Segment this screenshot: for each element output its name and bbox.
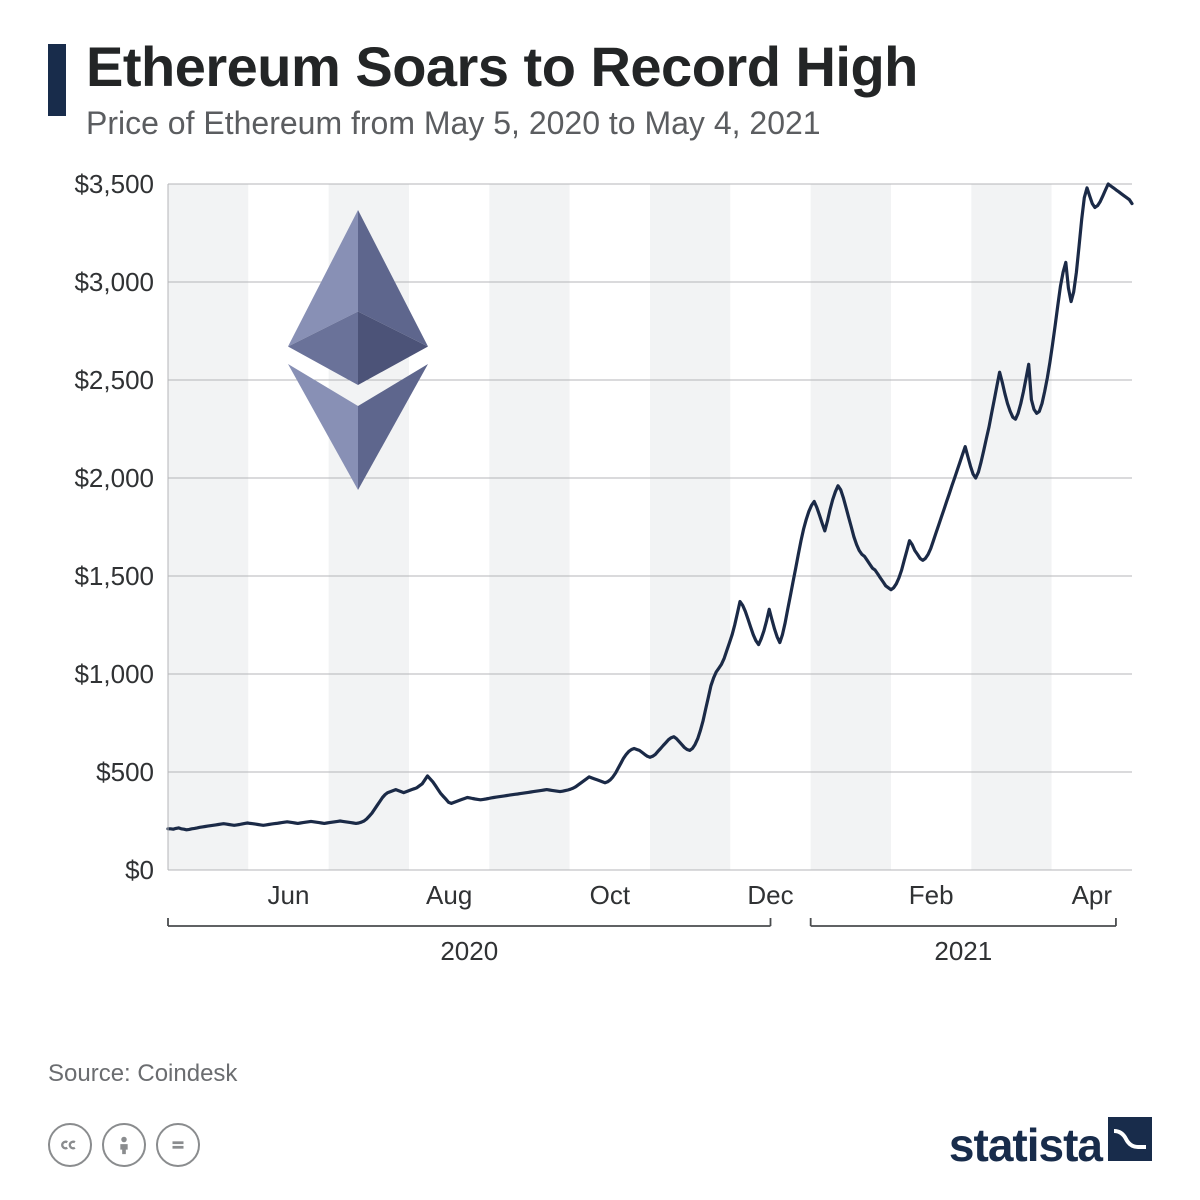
svg-text:2021: 2021 xyxy=(934,936,992,966)
title-block: Ethereum Soars to Record High Price of E… xyxy=(86,38,1152,142)
svg-text:$1,000: $1,000 xyxy=(74,659,154,689)
svg-text:$0: $0 xyxy=(125,855,154,885)
svg-text:Apr: Apr xyxy=(1072,880,1113,910)
header: Ethereum Soars to Record High Price of E… xyxy=(48,38,1152,142)
svg-text:Oct: Oct xyxy=(590,880,631,910)
footer: statista xyxy=(48,1117,1152,1172)
svg-text:$500: $500 xyxy=(96,757,154,787)
statista-logo: statista xyxy=(949,1117,1152,1172)
chart-title: Ethereum Soars to Record High xyxy=(86,38,1152,97)
ethereum-icon xyxy=(268,210,448,490)
svg-text:Dec: Dec xyxy=(747,880,793,910)
cc-icon xyxy=(48,1123,92,1167)
nd-icon xyxy=(156,1123,200,1167)
by-icon xyxy=(102,1123,146,1167)
svg-text:$2,500: $2,500 xyxy=(74,365,154,395)
brand-text: statista xyxy=(949,1118,1102,1172)
svg-text:$1,500: $1,500 xyxy=(74,561,154,591)
accent-bar xyxy=(48,44,66,116)
chart-subtitle: Price of Ethereum from May 5, 2020 to Ma… xyxy=(86,105,1152,142)
svg-text:$3,000: $3,000 xyxy=(74,267,154,297)
svg-text:Jun: Jun xyxy=(268,880,310,910)
line-chart: $0 $500 $1,000 $1,500 $2,000 $2,500 $3,000 $3,5… xyxy=(48,170,1152,990)
source-label: Source: Coindesk xyxy=(48,1060,237,1088)
license-icons xyxy=(48,1123,200,1167)
svg-text:Feb: Feb xyxy=(909,880,954,910)
svg-text:2020: 2020 xyxy=(440,936,498,966)
svg-text:$2,000: $2,000 xyxy=(74,463,154,493)
statista-mark-icon xyxy=(1108,1117,1152,1161)
chart-container: $0 $500 $1,000 $1,500 $2,000 $2,500 $3,000 $3,5… xyxy=(48,170,1152,990)
svg-text:Aug: Aug xyxy=(426,880,472,910)
svg-text:$3,500: $3,500 xyxy=(74,170,154,199)
